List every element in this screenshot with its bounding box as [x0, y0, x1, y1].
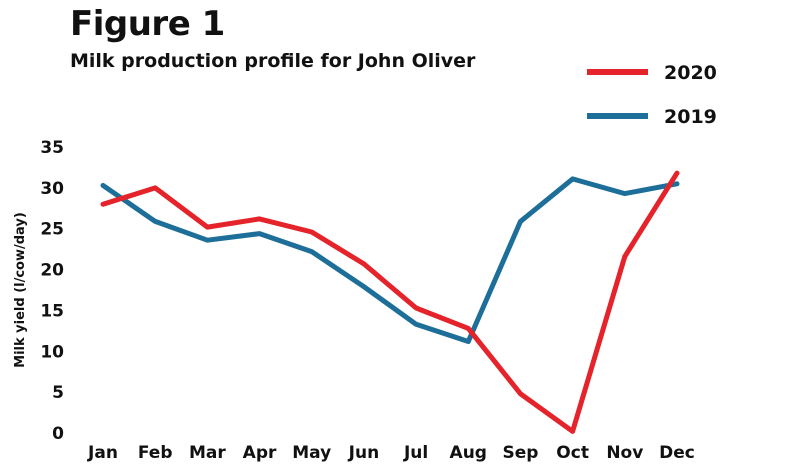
x-tick-label: Sep: [502, 443, 538, 463]
y-tick-label: 5: [52, 383, 64, 403]
y-axis-title: Milk yield (l/cow/day): [13, 212, 28, 368]
y-tick-label: 30: [40, 179, 64, 199]
x-tick-label: Jul: [403, 443, 428, 463]
y-tick-label: 0: [52, 424, 64, 444]
y-tick-label: 35: [40, 138, 64, 158]
y-tick-label: 20: [40, 261, 64, 281]
legend-label-2019: 2019: [664, 106, 717, 128]
x-tick-label: Mar: [189, 443, 226, 463]
x-tick-label: May: [292, 443, 331, 463]
series-line-2019: [100, 176, 680, 344]
legend-label-2020: 2020: [664, 62, 717, 84]
x-tick-label: Oct: [556, 443, 589, 463]
x-tick-label: Apr: [243, 443, 277, 463]
y-tick-label: 15: [40, 301, 64, 321]
y-tick-label: 25: [40, 220, 64, 240]
x-tick-label: Dec: [659, 443, 695, 463]
figure-subtitle: Milk production profile for John Oliver: [70, 50, 476, 72]
x-tick-label: Jun: [348, 443, 380, 463]
x-tick-label: Nov: [606, 443, 643, 463]
figure-title: Figure 1: [70, 4, 225, 44]
x-tick-label: Feb: [138, 443, 173, 463]
series-line-2020: [100, 170, 680, 434]
x-tick-label: Aug: [450, 443, 487, 463]
y-tick-label: 10: [40, 342, 64, 362]
x-tick-label: Jan: [87, 443, 118, 463]
